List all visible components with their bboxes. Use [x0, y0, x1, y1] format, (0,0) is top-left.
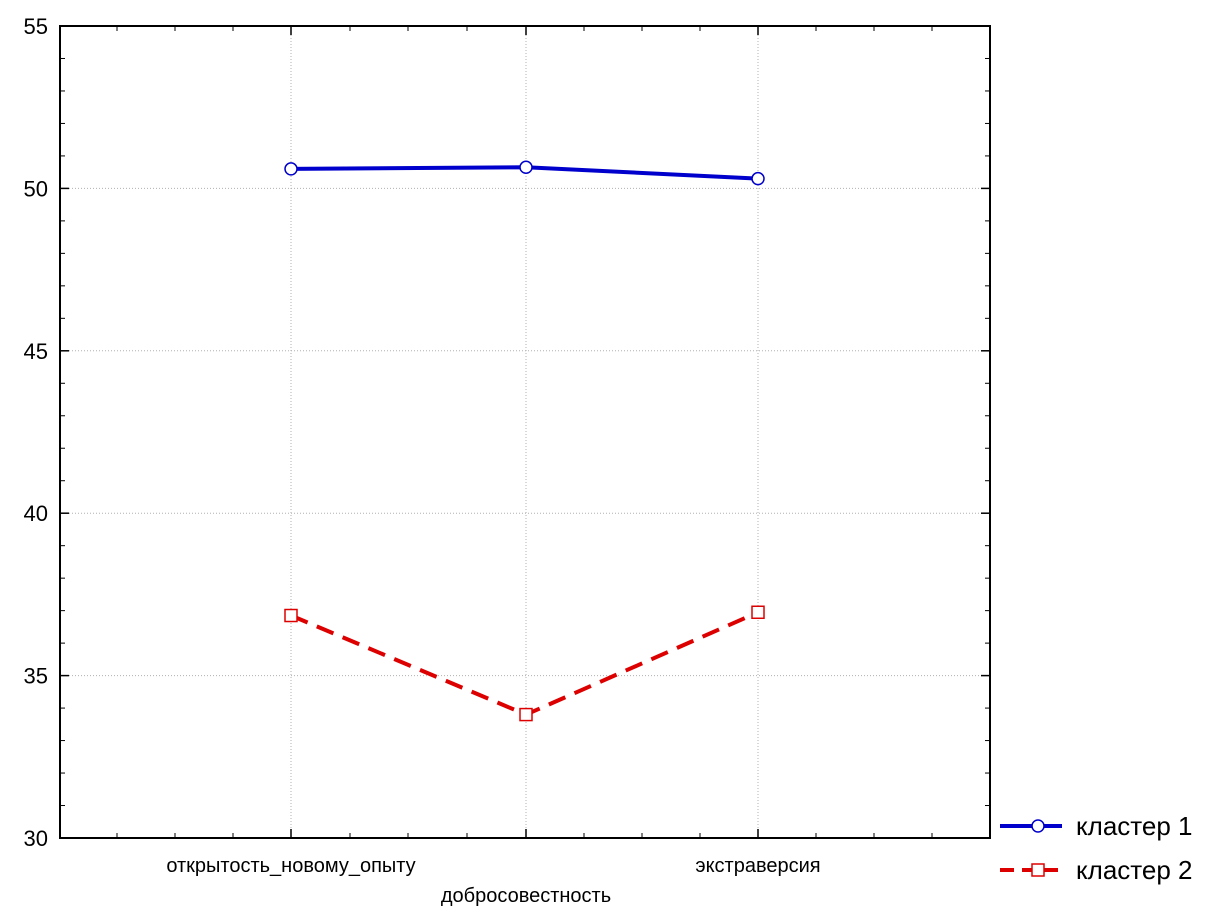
- legend-marker-square: [1031, 863, 1045, 877]
- data-point-square: [751, 605, 765, 620]
- y-axis: 30 35 40 45 50 55: [24, 14, 990, 851]
- legend-label: кластер 1: [1076, 811, 1193, 841]
- legend-item-2: кластер 2: [1000, 855, 1193, 885]
- x-axis: открытость_новому_опыту добросовестность э…: [116, 26, 933, 907]
- data-point-square: [284, 608, 298, 623]
- data-point-circle: [751, 171, 765, 186]
- data-point-square: [519, 707, 533, 722]
- grid: [60, 26, 990, 838]
- y-tick-label: 45: [24, 339, 48, 364]
- x-category-label: экстраверсия: [695, 855, 820, 877]
- y-tick-label: 40: [24, 501, 48, 526]
- plot-frame: [59, 25, 991, 839]
- y-tick-label: 30: [24, 826, 48, 851]
- legend-label: кластер 2: [1076, 855, 1193, 885]
- series-2: [284, 605, 765, 722]
- series: [284, 160, 765, 722]
- series-1: [284, 160, 765, 186]
- y-tick-label: 55: [24, 14, 48, 39]
- data-point-circle: [284, 162, 298, 176]
- x-category-label: открытость_новому_опыту: [166, 855, 415, 877]
- y-tick-label: 50: [24, 176, 48, 201]
- legend-item-1: кластер 1: [1000, 811, 1193, 841]
- x-category-label: добросовестность: [441, 885, 611, 907]
- legend: кластер 1 кластер 2: [1000, 811, 1193, 885]
- data-point-circle: [519, 160, 533, 175]
- y-tick-label: 35: [24, 664, 48, 689]
- series-line: [290, 610, 759, 717]
- legend-marker-circle: [1031, 819, 1045, 833]
